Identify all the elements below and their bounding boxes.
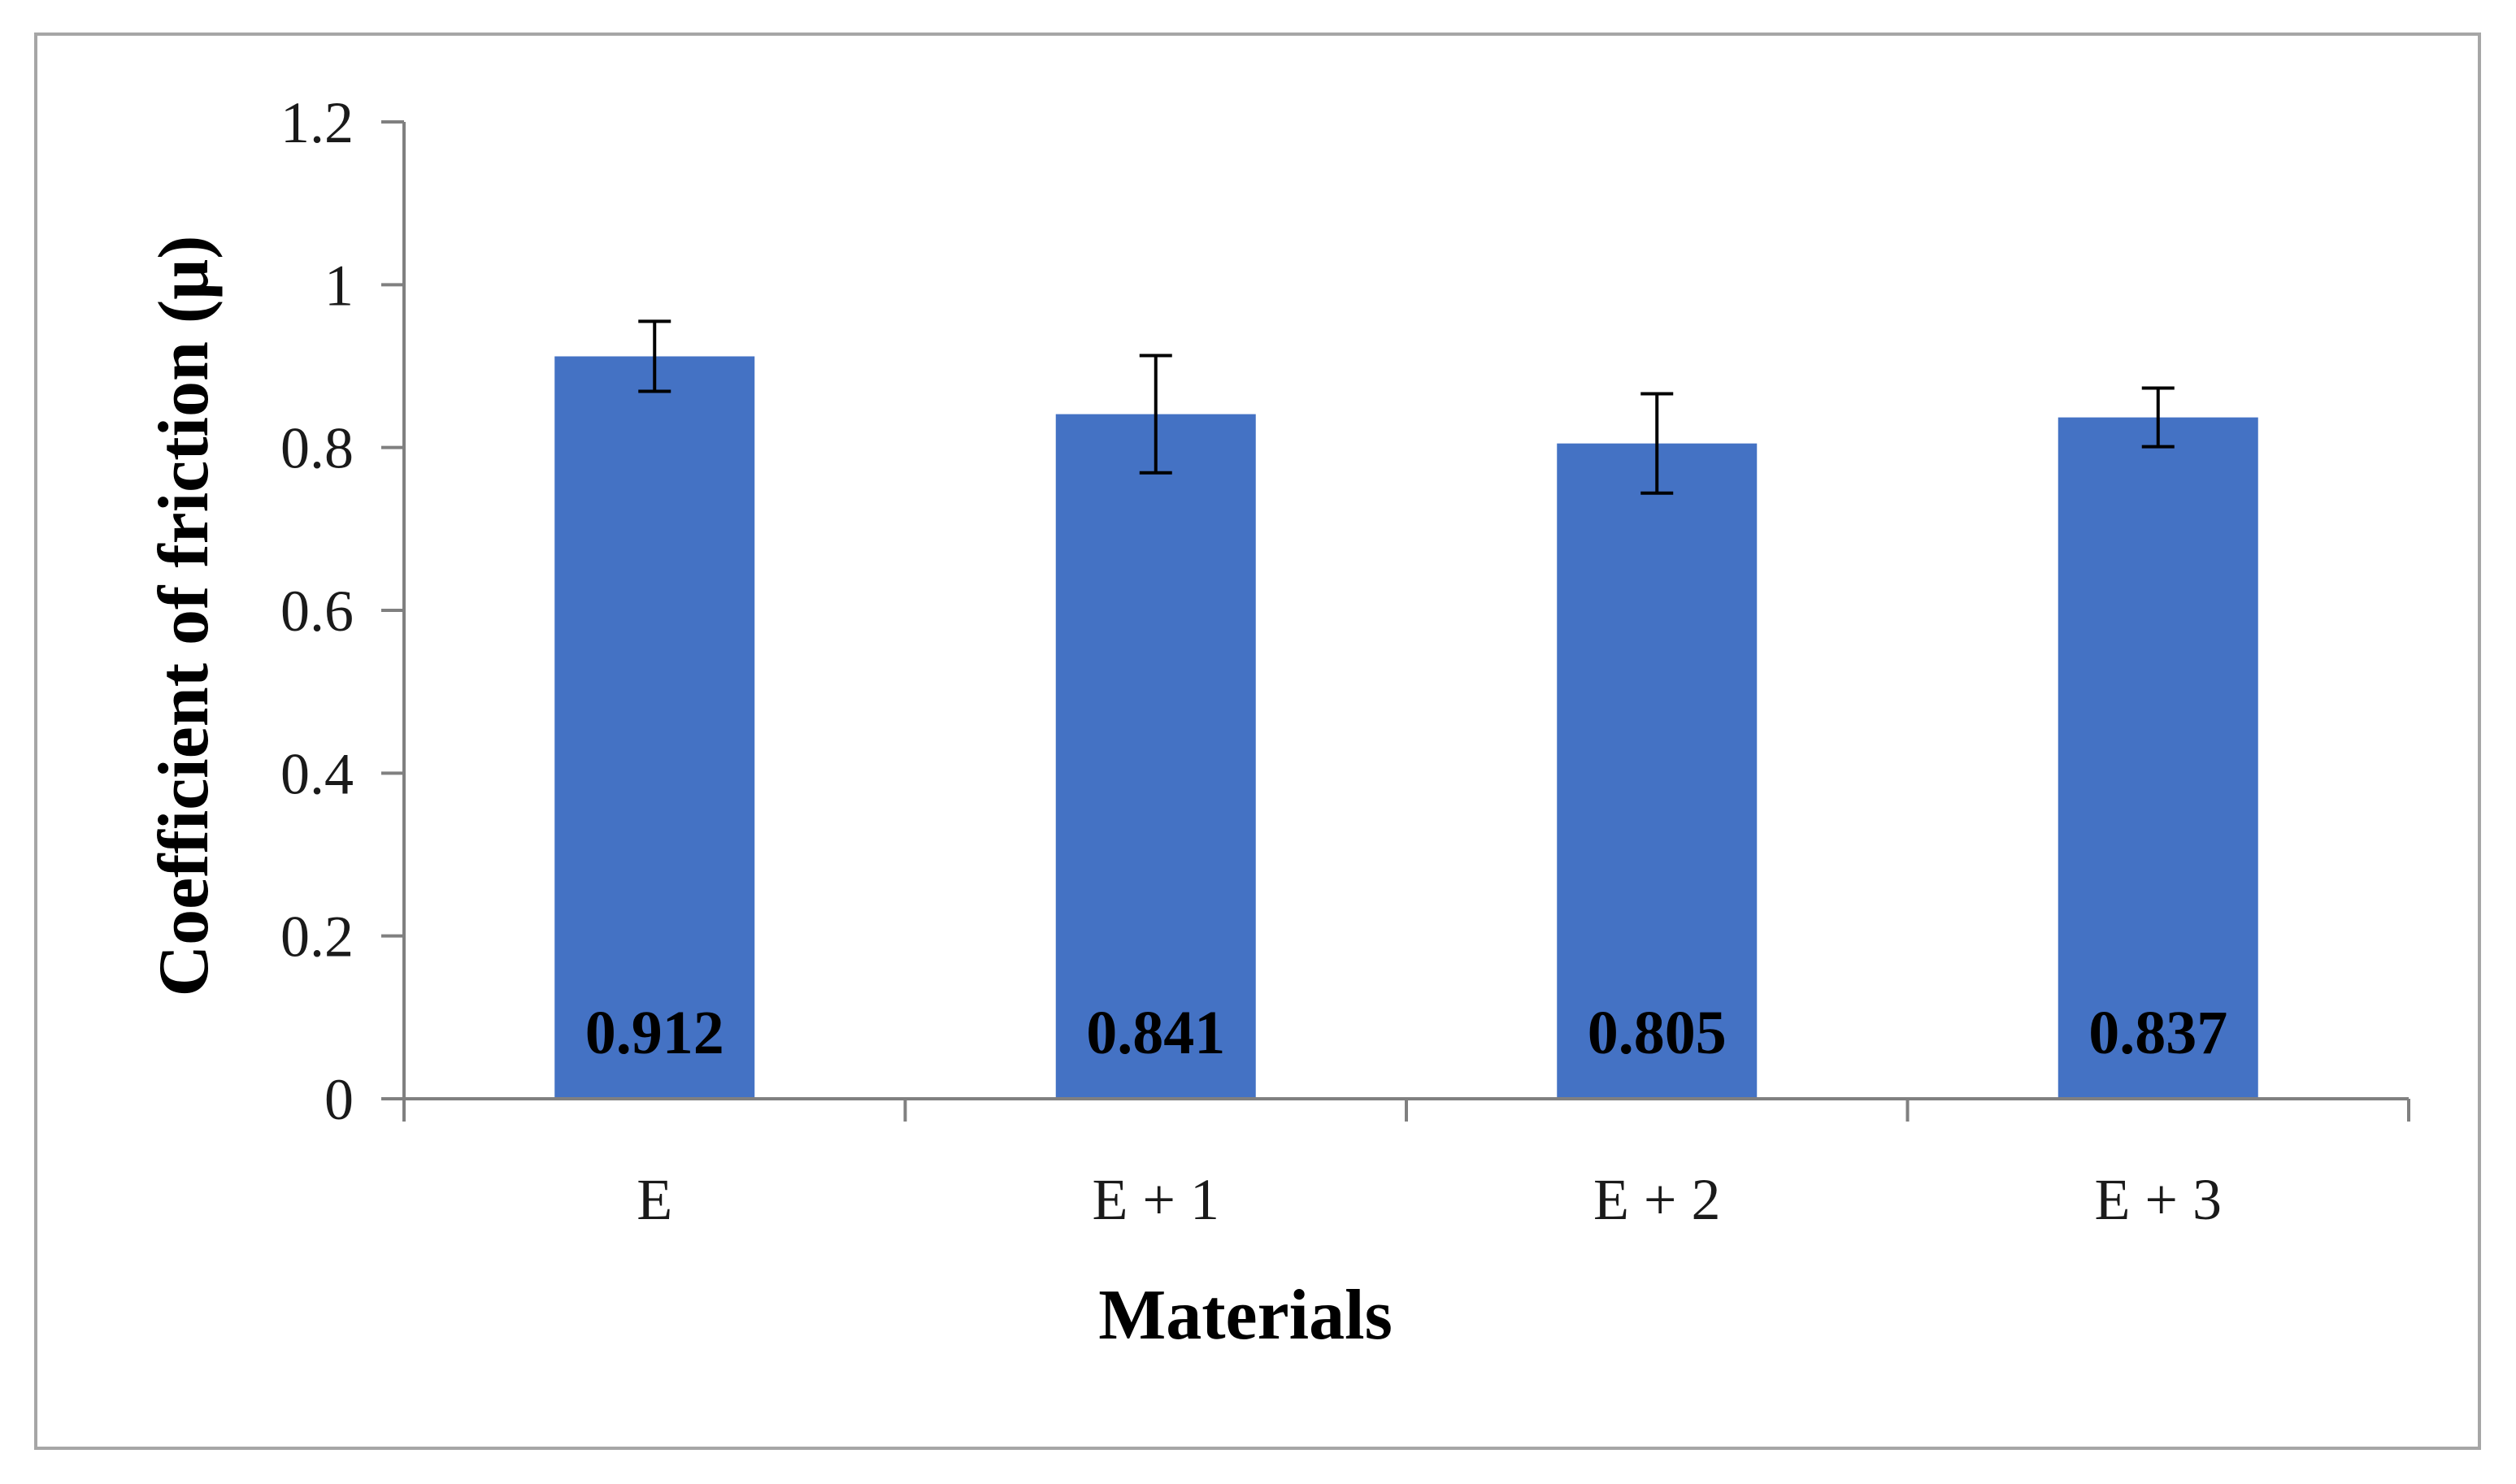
y-tick-label-7: 1.2	[280, 90, 354, 155]
y-tick-label-2: 0.2	[280, 905, 354, 970]
x-tick-label-1: E	[637, 1167, 672, 1232]
y-tick-label-5: 0.8	[280, 416, 354, 481]
x-tick-label-4: E + 3	[2094, 1167, 2222, 1232]
y-tick-label-4: 0.6	[280, 579, 354, 644]
bar-3	[1557, 443, 1758, 1099]
x-tick-label-2: E + 1	[1092, 1167, 1219, 1232]
data-label-4: 0.837	[2088, 999, 2227, 1067]
x-tick-label-3: E + 2	[1593, 1167, 1721, 1232]
y-axis-title: Coefficient of friction (μ)	[145, 236, 224, 997]
y-tick-label-3: 0.4	[280, 741, 354, 806]
data-label-1: 0.912	[585, 999, 724, 1067]
bar-1	[554, 356, 755, 1100]
labels-layer: 0.912 E 0.841 E + 1 0.805 E + 2 0.837 E + 3 0 0.2…	[280, 90, 2227, 1232]
bar-2	[1055, 414, 1256, 1099]
bars-layer	[554, 356, 2258, 1100]
data-label-3: 0.805	[1588, 999, 1727, 1067]
y-tick-label-6: 1	[324, 253, 354, 318]
data-label-2: 0.841	[1086, 999, 1225, 1067]
bar-4	[2058, 417, 2258, 1099]
error-bars-layer	[638, 319, 2175, 495]
x-axis-title: Materials	[1098, 1276, 1393, 1355]
y-tick-label-1: 0	[324, 1067, 354, 1132]
axes-layer	[381, 120, 2410, 1122]
